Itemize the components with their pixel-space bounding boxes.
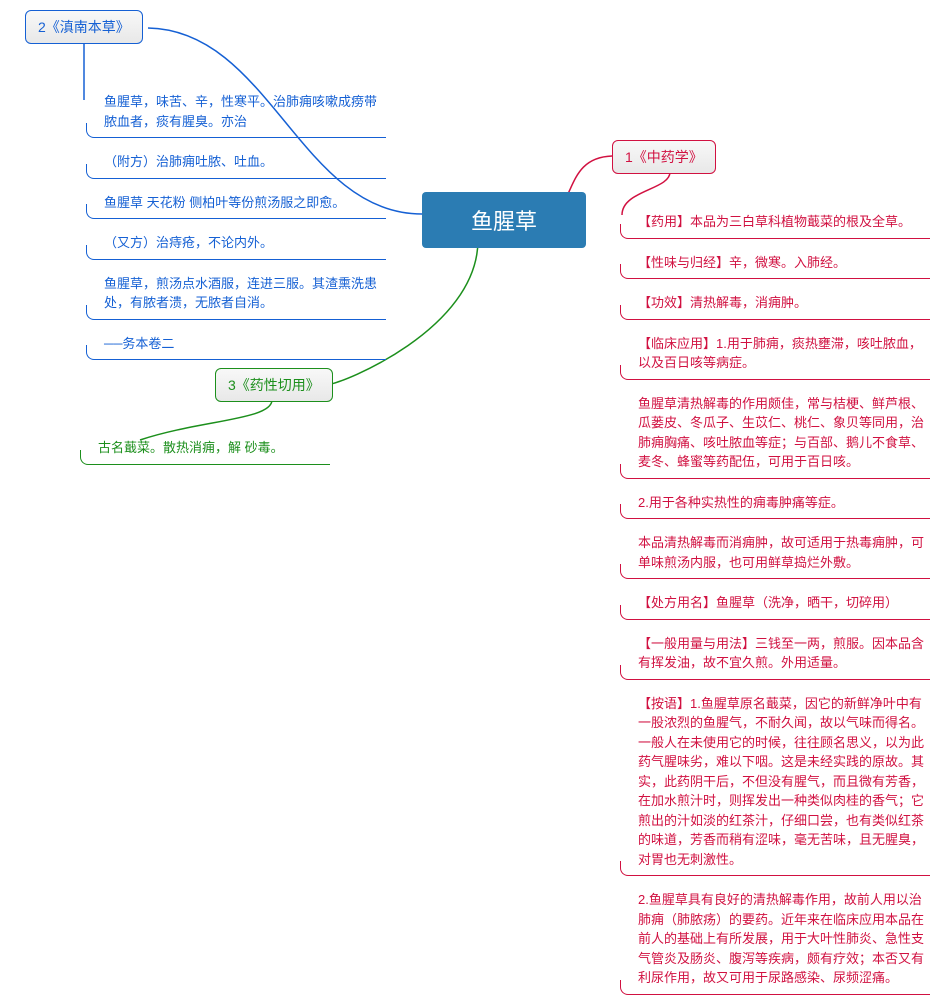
leaf-item[interactable]: ──务本卷二 [96,328,386,361]
leaf-item[interactable]: 鱼腥草 天花粉 侧柏叶等份煎汤服之即愈。 [96,187,386,220]
leaf-item[interactable]: 本品清热解毒而消痈肿，故可适用于热毒痈肿，可单味煎汤内服，也可用鲜草捣烂外敷。 [630,527,930,579]
leaf-item[interactable]: （又方）治痔疮，不论内外。 [96,227,386,260]
leaf-stub [620,861,631,876]
center-node[interactable]: 鱼腥草 [422,192,586,248]
leaf-stub [620,365,631,380]
leaf-item[interactable]: 鱼腥草清热解毒的作用颇佳，常与桔梗、鲜芦根、瓜蒌皮、冬瓜子、生苡仁、桃仁、象贝等… [630,388,930,479]
leaf-item[interactable]: 【按语】1.鱼腥草原名蕺菜，因它的新鲜净叶中有一股浓烈的鱼腥气，不耐久闻，故以气… [630,688,930,877]
mindmap-stage: { "canvas": { "width": 945, "height": 10… [0,0,945,1001]
branch-node-b1[interactable]: 1《中药学》 [612,140,716,174]
leaf-stub [86,164,97,179]
leaf-block-b2: 鱼腥草，味苦、辛，性寒平。治肺痈咳嗽成痨带脓血者，痰有腥臭。亦治 （附方）治肺痈吐… [96,86,386,368]
leaf-item[interactable]: 古名蕺菜。散热消痈，解 砂毒。 [90,432,330,465]
leaf-stub [86,204,97,219]
leaf-block-b3: 古名蕺菜。散热消痈，解 砂毒。 [90,432,330,473]
leaf-item[interactable]: 2.用于各种实热性的痈毒肿痛等症。 [630,487,930,520]
leaf-stub [86,245,97,260]
leaf-item[interactable]: 【药用】本品为三白草科植物蕺菜的根及全草。 [630,206,930,239]
leaf-item[interactable]: 2.鱼腥草具有良好的清热解毒作用，故前人用以治肺痈（肺脓疡）的要药。近年来在临床… [630,884,930,995]
leaf-item[interactable]: 【处方用名】鱼腥草（洗净，晒干，切碎用） [630,587,930,620]
leaf-stub [620,224,631,239]
leaf-stub [620,504,631,519]
leaf-item[interactable]: 鱼腥草，煎汤点水酒服，连进三服。其渣熏洗患处，有脓者溃，无脓者自消。 [96,268,386,320]
branch-node-b3[interactable]: 3《药性切用》 [215,368,333,402]
leaf-stub [80,450,91,465]
leaf-stub [620,464,631,479]
leaf-item[interactable]: 鱼腥草，味苦、辛，性寒平。治肺痈咳嗽成痨带脓血者，痰有腥臭。亦治 [96,86,386,138]
leaf-stub [620,564,631,579]
leaf-stub [86,305,97,320]
branch-node-b2[interactable]: 2《滇南本草》 [25,10,143,44]
leaf-stub [620,264,631,279]
leaf-item[interactable]: 【一般用量与用法】三钱至一两，煎服。因本品含有挥发油，故不宜久煎。外用适量。 [630,628,930,680]
leaf-stub [620,605,631,620]
leaf-item[interactable]: 【性味与归经】辛，微寒。入肺经。 [630,247,930,280]
leaf-block-b1: 【药用】本品为三白草科植物蕺菜的根及全草。【性味与归经】辛，微寒。入肺经。【功效… [630,206,930,1001]
leaf-stub [620,665,631,680]
leaf-stub [86,345,97,360]
leaf-item[interactable]: 【功效】清热解毒，消痈肿。 [630,287,930,320]
leaf-item[interactable]: （附方）治肺痈吐脓、吐血。 [96,146,386,179]
leaf-item[interactable]: 【临床应用】1.用于肺痈，痰热壅滞，咳吐脓血，以及百日咳等病症。 [630,328,930,380]
leaf-stub [620,305,631,320]
leaf-stub [620,980,631,995]
leaf-stub [86,123,97,138]
